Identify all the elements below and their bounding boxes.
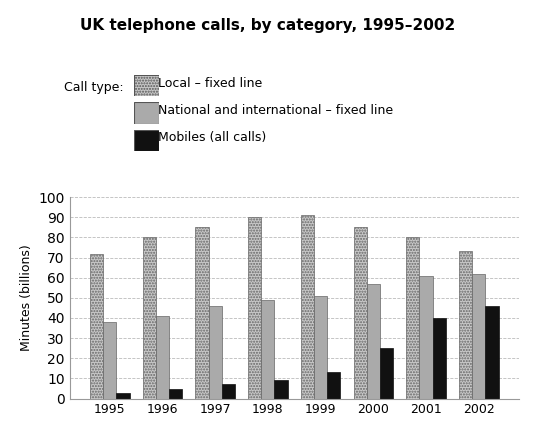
Bar [327, 372, 340, 399]
FancyBboxPatch shape [134, 75, 159, 96]
FancyBboxPatch shape [134, 102, 159, 124]
Text: Local – fixed line: Local – fixed line [158, 77, 262, 90]
Bar [301, 215, 314, 399]
Bar [103, 322, 116, 399]
Bar [274, 381, 288, 399]
Text: Call type:: Call type: [64, 81, 124, 94]
Bar [485, 306, 499, 399]
Bar [314, 296, 327, 399]
Bar [366, 284, 380, 399]
Bar [459, 251, 472, 399]
Bar [380, 348, 393, 399]
Bar [222, 385, 235, 399]
Bar [195, 227, 209, 399]
Bar [248, 217, 261, 399]
Bar [354, 227, 366, 399]
Bar [156, 316, 169, 399]
Text: UK telephone calls, by category, 1995–2002: UK telephone calls, by category, 1995–20… [80, 18, 455, 32]
Bar [261, 300, 274, 399]
Bar [169, 389, 182, 399]
Bar [209, 306, 222, 399]
Bar [143, 237, 156, 399]
Bar [90, 254, 103, 399]
Bar [406, 237, 419, 399]
Bar [116, 392, 129, 399]
Text: Mobiles (all calls): Mobiles (all calls) [158, 131, 266, 144]
Bar [419, 276, 433, 399]
FancyBboxPatch shape [134, 130, 159, 151]
Text: National and international – fixed line: National and international – fixed line [158, 104, 393, 117]
Y-axis label: Minutes (billions): Minutes (billions) [20, 244, 33, 351]
Bar [472, 274, 485, 399]
Bar [433, 318, 446, 399]
